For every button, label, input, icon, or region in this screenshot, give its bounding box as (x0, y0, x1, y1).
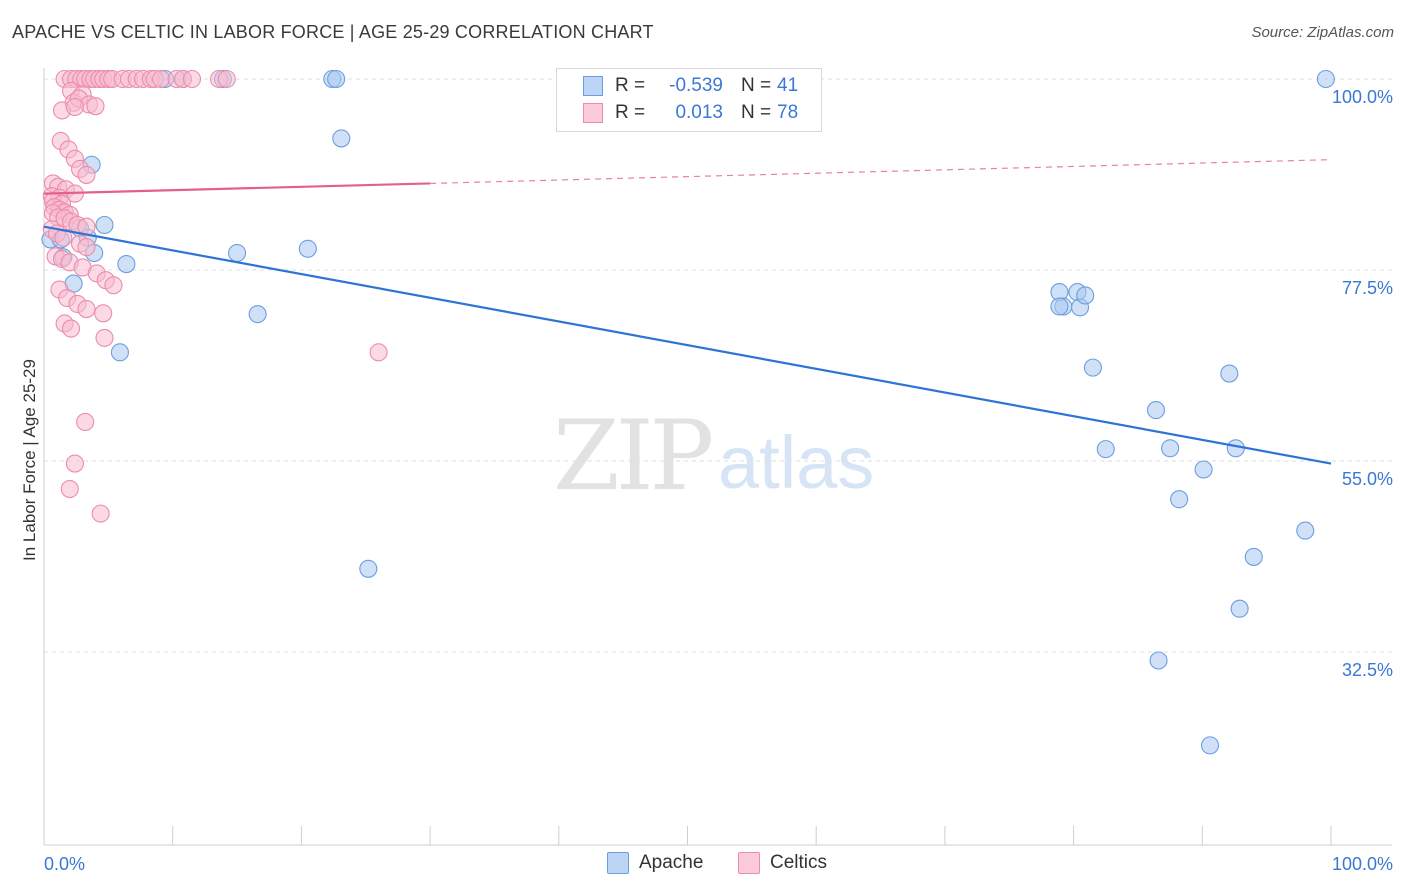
apache-point (248, 305, 267, 324)
celtic-point (182, 69, 202, 89)
apache-point (1076, 286, 1095, 305)
apache-point (1226, 439, 1245, 458)
apache-point (95, 215, 114, 235)
watermark-atlas: atlas (718, 421, 875, 504)
apache-point (117, 255, 136, 274)
celtic-trend-line-extrapolated (430, 159, 1332, 185)
source-credit: Source: ZipAtlas.com (1251, 24, 1394, 41)
celtic-point (94, 304, 113, 323)
legend-row-apache: R = -0.539 N = 41 (583, 73, 798, 99)
celtic-r-value: 0.013 (675, 102, 723, 123)
chart-title: APACHE VS CELTIC IN LABOR FORCE | AGE 25… (12, 22, 654, 42)
celtic-swatch (583, 103, 603, 123)
legend-item-apache: Apache (607, 852, 703, 874)
celtic-point (76, 412, 95, 432)
apache-point (1316, 69, 1335, 89)
apache-point (1170, 490, 1189, 509)
x-tick-label-min: 0.0% (44, 854, 85, 874)
celtic-point (95, 328, 114, 347)
apache-point (1244, 547, 1263, 566)
celtic-point (104, 276, 123, 295)
stats-legend: R = -0.539 N = 41 R = 0.013 N = 78 (556, 68, 822, 132)
celtic-point (77, 238, 96, 257)
celtic-point (77, 165, 96, 184)
apache-point (1220, 364, 1239, 383)
apache-trend-line (43, 225, 1332, 465)
y-tick-label: 32.5% (1342, 660, 1393, 680)
apache-point (110, 343, 129, 362)
apache-point (1050, 297, 1069, 316)
apache-r-value: -0.539 (669, 75, 723, 96)
celtic-trend-line (43, 182, 431, 195)
apache-point (298, 239, 317, 258)
apache-legend-label: Apache (639, 852, 704, 873)
apache-r-label: R = (615, 75, 646, 96)
x-tick-label-max: 100.0% (1332, 854, 1393, 874)
apache-point (1149, 651, 1168, 670)
apache-point (332, 129, 351, 148)
apache-point (228, 243, 247, 263)
celtic-n-value: 78 (777, 102, 799, 123)
apache-point (1096, 440, 1115, 459)
apache-n-label: N = (741, 75, 772, 96)
legend-item-celtic: Celtics (738, 852, 827, 874)
celtic-point (65, 454, 84, 473)
celtic-point (60, 479, 79, 499)
apache-point (327, 69, 346, 89)
celtic-point (77, 299, 96, 319)
apache-point (1230, 599, 1249, 618)
celtic-point (91, 504, 110, 523)
celtic-point (217, 69, 236, 89)
celtic-legend-label: Celtics (770, 852, 828, 873)
y-tick-label: 55.0% (1342, 469, 1393, 489)
apache-swatch (583, 76, 603, 96)
apache-point (1083, 358, 1102, 377)
celtic-point (152, 69, 171, 89)
y-tick-label: 77.5% (1342, 278, 1393, 298)
apache-point (1200, 736, 1220, 755)
celtic-r-label: R = (615, 102, 646, 123)
apache-point (1161, 439, 1180, 458)
y-tick-label: 100.0% (1332, 87, 1393, 107)
celtic-point (86, 97, 105, 116)
apache-point (1194, 460, 1213, 479)
apache-point (1146, 401, 1166, 420)
legend-row-celtic: R = 0.013 N = 78 (583, 100, 798, 126)
apache-legend-swatch (607, 852, 629, 874)
apache-point (359, 559, 378, 578)
celtic-point (369, 343, 388, 362)
celtic-point (61, 319, 81, 338)
celtic-n-label: N = (741, 102, 772, 123)
apache-point (1296, 521, 1315, 540)
apache-n-value: 41 (777, 75, 799, 96)
watermark-zip: ZIP (553, 400, 714, 512)
celtic-point (65, 97, 84, 117)
celtic-legend-swatch (738, 852, 760, 874)
